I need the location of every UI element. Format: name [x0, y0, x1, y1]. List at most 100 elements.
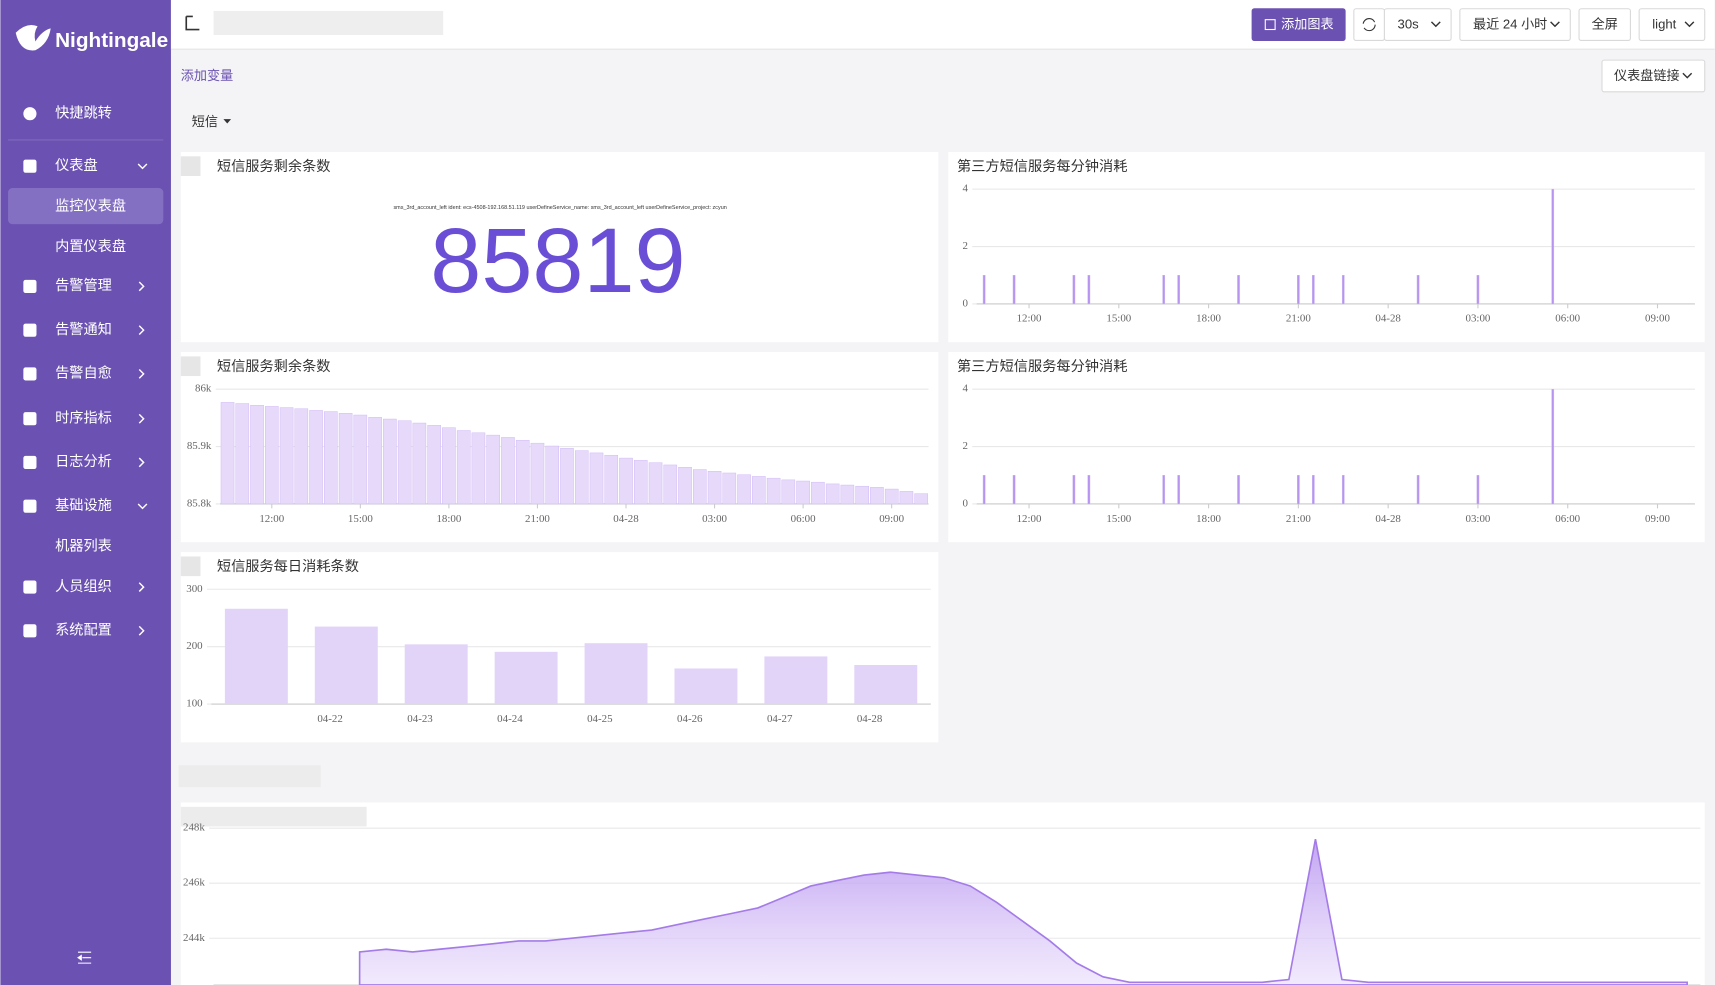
- add-variable[interactable]: 添加变量: [181, 68, 233, 83]
- button-label[interactable]: 30s: [1398, 17, 1420, 32]
- area: [358, 839, 1688, 985]
- back-icon[interactable]: [185, 15, 200, 31]
- button-label[interactable]: 全屏: [1592, 16, 1618, 32]
- bar: [265, 406, 279, 505]
- bar: [338, 413, 353, 505]
- panel-icon: [180, 156, 201, 177]
- y-tick-label: 0: [962, 297, 968, 309]
- refresh-icon[interactable]: [1362, 18, 1376, 32]
- x-tick-label: 03:00: [702, 513, 727, 525]
- bar: [397, 420, 412, 505]
- menu-item[interactable]: 人员组织: [55, 578, 112, 595]
- bar: [693, 469, 707, 505]
- bar: [674, 668, 738, 705]
- button-label[interactable]: 添加图表: [1281, 17, 1333, 32]
- button[interactable]: [1459, 8, 1571, 41]
- button[interactable]: [1638, 8, 1706, 41]
- menu-icon: [23, 455, 37, 469]
- x-tick-label: 04-28: [857, 713, 883, 725]
- stat-value: 85819: [430, 210, 685, 312]
- bar: [648, 462, 663, 505]
- menu-item[interactable]: 告警通知: [55, 321, 112, 338]
- button[interactable]: [1601, 59, 1706, 93]
- menu-icon: [23, 279, 37, 293]
- x-tick-label: 06:00: [1555, 313, 1580, 325]
- bar: [1341, 275, 1345, 305]
- x-tick-label: 12:00: [1017, 313, 1042, 325]
- menu-item[interactable]: 仪表盘: [55, 156, 98, 174]
- x-tick-label: 03:00: [1465, 313, 1490, 325]
- bar: [914, 493, 928, 505]
- bar: [1087, 475, 1091, 505]
- menu-icon: [23, 412, 37, 426]
- bar: [235, 403, 250, 505]
- x-tick-label: 03:00: [1465, 513, 1490, 525]
- bar: [250, 405, 264, 505]
- menu-item[interactable]: 系统配置: [55, 622, 112, 639]
- bar: [1551, 388, 1555, 505]
- button[interactable]: [1578, 8, 1631, 41]
- bar: [224, 608, 288, 705]
- bar: [560, 448, 574, 505]
- bar: [766, 477, 781, 505]
- variable[interactable]: 短信: [192, 114, 218, 129]
- bar: [530, 442, 545, 505]
- submenu-item[interactable]: 内置仪表盘: [55, 237, 126, 255]
- x-tick-label: 04-23: [407, 713, 433, 725]
- bar: [764, 656, 828, 705]
- button[interactable]: [1353, 8, 1385, 41]
- bar: [1341, 475, 1345, 505]
- button-label[interactable]: light: [1652, 17, 1676, 32]
- chevron: [1550, 21, 1560, 28]
- bar: [855, 485, 869, 505]
- button[interactable]: [1383, 8, 1452, 41]
- x-tick-label: 18:00: [436, 513, 461, 525]
- x-tick-label: 04-28: [1375, 513, 1401, 525]
- menu-item[interactable]: 基础设施: [55, 497, 112, 514]
- button[interactable]: [1251, 8, 1346, 41]
- bar: [840, 484, 855, 505]
- bar: [427, 425, 441, 505]
- bar: [220, 402, 235, 505]
- bar: [1476, 475, 1480, 505]
- panel-title: 第三方短信服务每分钟消耗: [957, 357, 1127, 375]
- x-tick-label: 04-25: [587, 713, 613, 725]
- x-tick-label: 04-22: [317, 713, 342, 725]
- bar: [324, 411, 338, 505]
- bar: [1012, 475, 1016, 505]
- button-label[interactable]: 最近 24 小时: [1473, 17, 1547, 32]
- button-label[interactable]: 仪表盘链接: [1614, 67, 1680, 83]
- menu-item[interactable]: 告警管理: [55, 277, 112, 294]
- submenu-item[interactable]: 监控仪表盘: [55, 196, 126, 214]
- bar: [604, 454, 619, 505]
- menu-icon: [23, 580, 37, 594]
- collapse-icon[interactable]: [77, 951, 92, 964]
- submenu-item[interactable]: 机器列表: [55, 537, 112, 554]
- chevron: [138, 582, 145, 592]
- bar: [1072, 275, 1076, 305]
- menu-item[interactable]: 时序指标: [55, 409, 112, 426]
- menu-item[interactable]: 日志分析: [55, 453, 112, 470]
- panel-icon: [180, 556, 201, 577]
- menu-icon: [23, 624, 37, 638]
- bar: [1237, 275, 1240, 305]
- menu-item[interactable]: 快捷跳转: [55, 104, 112, 121]
- bar: [1312, 475, 1315, 505]
- menu-item[interactable]: 告警自愈: [55, 365, 112, 382]
- chevron: [1684, 21, 1695, 28]
- bar: [781, 479, 796, 505]
- chevron: [1682, 72, 1693, 79]
- y-tick-label: 86k: [195, 383, 212, 395]
- x-tick-label: 12:00: [259, 513, 284, 525]
- bar: [870, 487, 884, 505]
- menu-icon: [23, 323, 37, 337]
- bar: [619, 457, 633, 505]
- bar: [1162, 475, 1166, 505]
- bar: [854, 665, 918, 705]
- bar: [314, 626, 378, 705]
- bar: [633, 460, 648, 505]
- bar: [442, 427, 456, 505]
- x-tick-label: 09:00: [1645, 313, 1670, 325]
- blurred-title: [180, 806, 367, 827]
- y-tick-label: 300: [186, 583, 203, 595]
